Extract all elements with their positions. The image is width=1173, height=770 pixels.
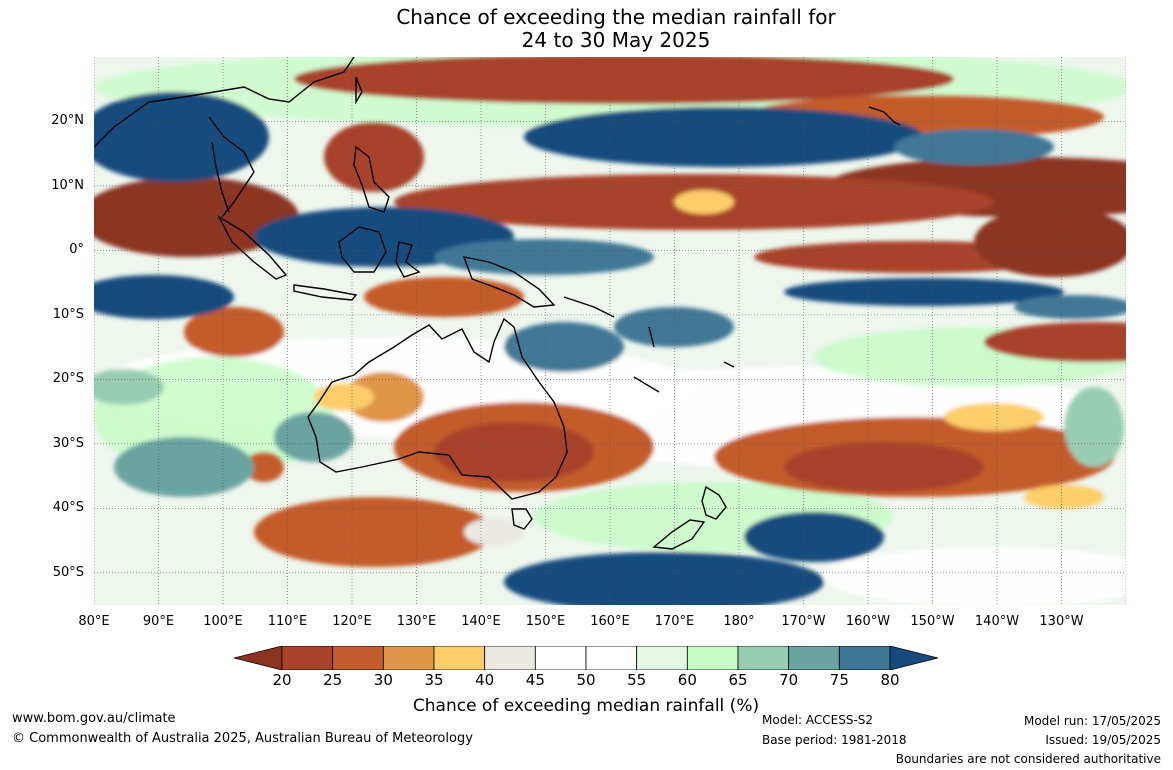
borneo-coastline bbox=[338, 226, 387, 273]
colorbar-segment bbox=[484, 646, 536, 670]
footer-issued: Issued: 19/05/2025 bbox=[1045, 733, 1161, 747]
hawaii-coastline bbox=[868, 106, 901, 126]
longitude-label: 100°E bbox=[203, 614, 243, 629]
colorbar-tick-label: 50 bbox=[576, 671, 596, 689]
latitude-label: 0° bbox=[69, 242, 84, 258]
colorbar-segment bbox=[737, 646, 790, 670]
longitude-label: 170°W bbox=[781, 614, 826, 629]
longitude-label: 150°E bbox=[525, 614, 566, 629]
colorbar-tick-label: 60 bbox=[677, 671, 697, 689]
new-zealand-north-coastline bbox=[701, 485, 727, 520]
colorbar-segment bbox=[636, 646, 688, 670]
vanuatu-coastline bbox=[648, 326, 655, 348]
longitude-label: 170°E bbox=[654, 614, 695, 629]
malay-peninsula-coastline bbox=[211, 141, 230, 213]
longitude-label: 160°E bbox=[590, 614, 630, 629]
colorbar-tick-label: 75 bbox=[829, 671, 849, 689]
colorbar-high-extension bbox=[889, 646, 938, 670]
colorbar-segment bbox=[788, 646, 840, 670]
colorbar-segment bbox=[332, 646, 384, 670]
philippines-coastline bbox=[353, 145, 390, 213]
longitude-label: 130°W bbox=[1039, 614, 1084, 629]
footer-disclaimer: Boundaries are not considered authoritat… bbox=[895, 752, 1161, 766]
latitude-label: 50°S bbox=[52, 564, 84, 580]
map-gridlines bbox=[94, 57, 1126, 605]
latitude-label: 30°S bbox=[52, 435, 84, 451]
map-title-line2: 24 to 30 May 2025 bbox=[521, 28, 711, 52]
colorbar-tick-label: 40 bbox=[475, 671, 495, 689]
colorbar bbox=[234, 646, 938, 670]
colorbar-tick-label: 80 bbox=[880, 671, 900, 689]
latitude-label: 20°N bbox=[51, 113, 84, 129]
coastlines bbox=[94, 57, 901, 550]
colorbar-segment bbox=[534, 646, 587, 670]
asia-mainland-coastline bbox=[94, 57, 355, 148]
colorbar-segment bbox=[382, 646, 435, 670]
colorbar-label: Chance of exceeding median rainfall (%) bbox=[412, 696, 760, 716]
rainfall-map-svg bbox=[94, 57, 1126, 605]
longitude-label: 130°E bbox=[396, 614, 437, 629]
longitude-label: 90°E bbox=[142, 614, 175, 629]
map-title-line1: Chance of exceeding the median rainfall … bbox=[396, 5, 836, 29]
colorbar-tick-label: 55 bbox=[627, 671, 647, 689]
longitude-label: 180° bbox=[723, 614, 755, 629]
colorbar-tick-label: 45 bbox=[525, 671, 545, 689]
longitude-label: 160°W bbox=[845, 614, 891, 629]
longitude-label: 80°E bbox=[78, 614, 110, 629]
footer-copyright: © Commonwealth of Australia 2025, Austra… bbox=[12, 731, 473, 746]
new-caledonia-coastline bbox=[633, 376, 660, 393]
mid-range-accents bbox=[94, 190, 1104, 546]
sulawesi-coastline bbox=[395, 241, 421, 278]
colorbar-tick-label: 35 bbox=[424, 671, 444, 689]
latitude-label: 40°S bbox=[52, 500, 84, 516]
footer-model: Model: ACCESS-S2 bbox=[762, 713, 874, 727]
colorbar-low-extension bbox=[234, 646, 283, 670]
rainfall-probability-field bbox=[94, 57, 1126, 605]
footer-model-run: Model run: 17/05/2025 bbox=[1023, 714, 1161, 728]
longitude-label: 120°E bbox=[332, 614, 372, 629]
new-guinea-coastline bbox=[462, 256, 556, 308]
fiji-coastline bbox=[723, 361, 735, 368]
colorbar-tick-label: 30 bbox=[373, 671, 393, 689]
tasmania-coastline bbox=[511, 508, 533, 530]
colorbar-tick-label: 25 bbox=[323, 671, 343, 689]
indochina-coastline bbox=[208, 116, 255, 218]
longitude-label: 140°W bbox=[974, 614, 1020, 629]
colorbar-tick-label: 70 bbox=[779, 671, 799, 689]
colorbar-tick-label: 20 bbox=[272, 671, 292, 689]
new-zealand-south-coastline bbox=[652, 519, 706, 550]
rainfall-map bbox=[94, 57, 1126, 605]
colorbar-segment bbox=[281, 646, 334, 670]
longitude-label: 150°W bbox=[910, 614, 955, 629]
colorbar-segment bbox=[433, 646, 486, 670]
colorbar-segment bbox=[585, 646, 638, 670]
taiwan-coastline bbox=[355, 76, 363, 105]
wet-regions bbox=[94, 92, 1126, 605]
colorbar-segment bbox=[838, 646, 891, 670]
latitude-label: 10°N bbox=[51, 177, 84, 193]
colorbar-tick-label: 65 bbox=[728, 671, 748, 689]
footer-base-period: Base period: 1981-2018 bbox=[762, 733, 907, 747]
longitude-label: 140°E bbox=[461, 614, 501, 629]
australia-coastline bbox=[307, 317, 568, 500]
latitude-label: 10°S bbox=[52, 306, 84, 322]
longitude-label: 110°E bbox=[267, 614, 308, 629]
colorbar-segment bbox=[686, 646, 739, 670]
footer-url: www.bom.gov.au/climate bbox=[12, 711, 176, 726]
sumatra-coastline bbox=[217, 215, 288, 280]
latitude-label: 20°S bbox=[52, 371, 84, 387]
solomon-islands-coastline bbox=[563, 296, 615, 318]
